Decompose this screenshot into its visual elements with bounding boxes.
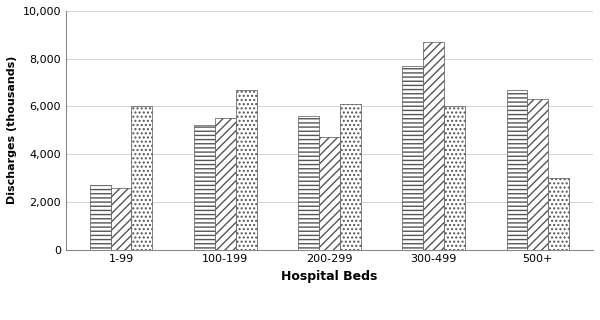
Bar [131,107,152,250]
Bar [319,137,340,250]
Bar [527,99,548,250]
Bar [340,104,361,250]
Bar [236,90,257,250]
Bar [423,42,444,250]
Bar [506,90,527,250]
Bar [444,107,465,250]
Bar [403,66,423,250]
X-axis label: Hospital Beds: Hospital Beds [281,270,377,283]
Bar [194,125,215,250]
Y-axis label: Discharges (thousands): Discharges (thousands) [7,56,17,204]
Bar [215,118,236,250]
Bar [90,185,110,250]
Bar [110,188,131,250]
Bar [298,116,319,250]
Bar [548,178,569,250]
